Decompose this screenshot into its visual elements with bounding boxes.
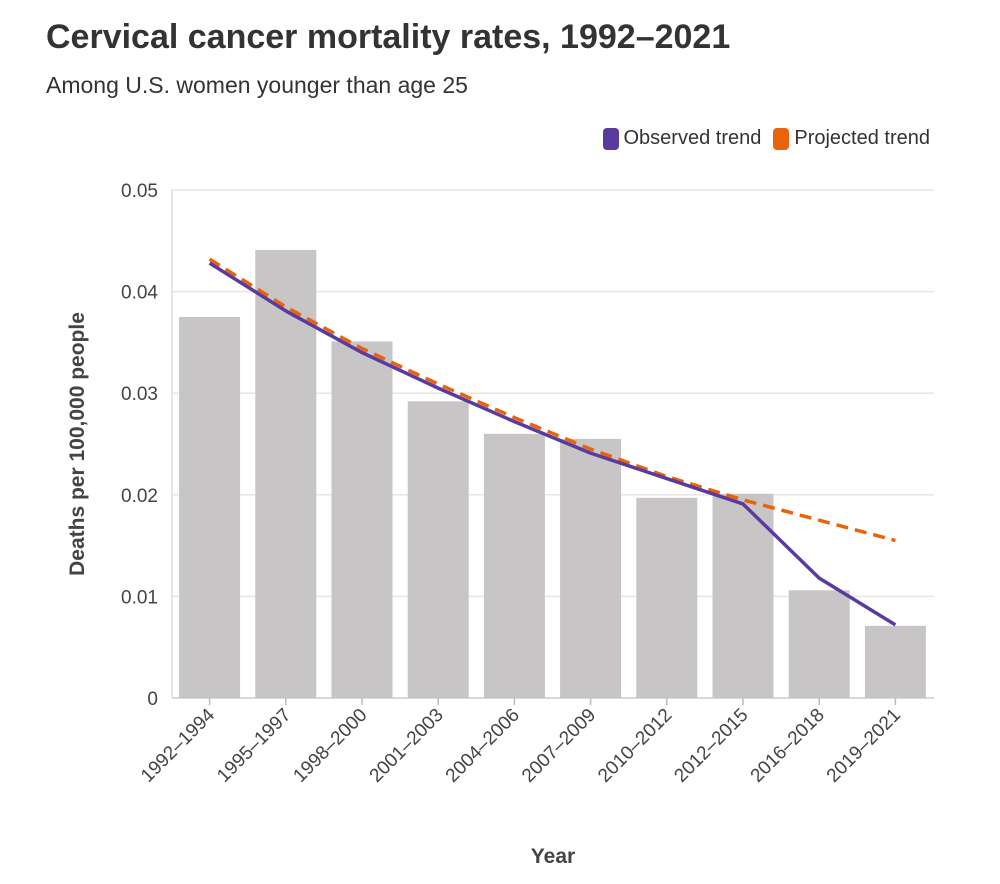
bar (788, 590, 850, 698)
x-tick-label: 2010–2012 (594, 705, 676, 787)
x-tick-label: 1992–1994 (137, 704, 219, 786)
bar (407, 401, 469, 698)
y-axis-label: Deaths per 100,000 people (66, 312, 89, 576)
x-tick-label: 2001–2003 (366, 705, 448, 787)
x-tick-label: 1995–1997 (213, 705, 295, 787)
chart-title: Cervical cancer mortality rates, 1992–20… (46, 18, 731, 56)
legend-projected-label: Projected trend (794, 127, 930, 149)
legend-observed: Observed trend (602, 127, 762, 150)
y-tick-label: 0.01 (121, 587, 158, 608)
bar (483, 433, 545, 698)
x-tick-label: 2019–2021 (823, 705, 905, 787)
legend-projected: Projected trend (773, 127, 930, 150)
bar (636, 497, 698, 698)
x-axis-label: Year (531, 845, 575, 868)
x-tick-label: 1998–2000 (289, 705, 371, 787)
bar (864, 625, 926, 698)
projected-swatch (773, 127, 790, 150)
y-tick-label: 0.02 (121, 486, 158, 507)
bar (560, 438, 622, 698)
projected-trend-line (208, 257, 896, 543)
y-tick-label: 0 (147, 689, 158, 710)
x-tick-label: 2007–2009 (518, 705, 600, 787)
bar (712, 493, 774, 698)
y-tick-label: 0.05 (121, 181, 158, 202)
legend-observed-label: Observed trend (623, 127, 762, 149)
legend: Observed trend Projected trend (602, 127, 930, 150)
observed-trend-line (208, 261, 897, 627)
y-tick-label: 0.03 (121, 384, 158, 405)
x-tick-label: 2012–2015 (670, 705, 752, 787)
x-tick-label: 2004–2006 (442, 705, 524, 787)
bar (179, 317, 241, 698)
bar (331, 341, 393, 698)
observed-swatch (602, 127, 619, 150)
x-tick-label: 2016–2018 (747, 705, 829, 787)
bar (255, 249, 317, 698)
chart-subtitle: Among U.S. women younger than age 25 (46, 72, 468, 98)
y-tick-label: 0.04 (121, 283, 158, 304)
